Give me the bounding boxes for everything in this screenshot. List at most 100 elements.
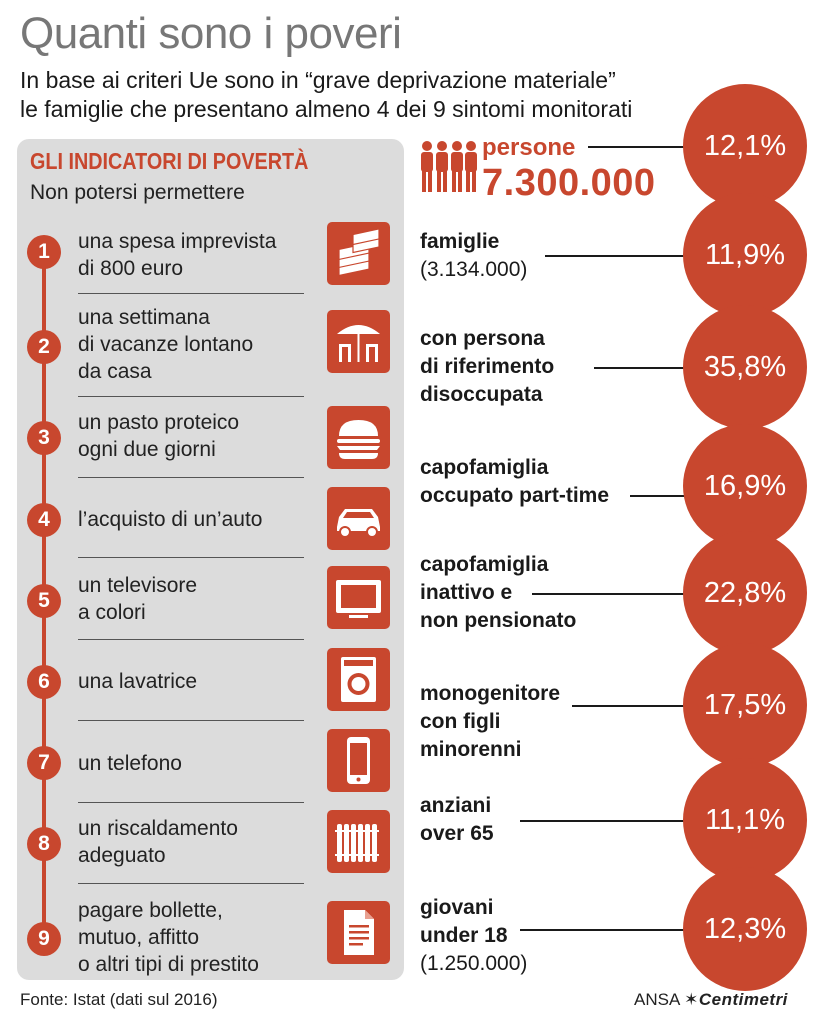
- indicator-separator: [78, 720, 304, 721]
- stat-label: anziani over 65: [420, 792, 494, 848]
- indicator-number: 6: [27, 665, 61, 699]
- stat-label-line: capofamiglia: [420, 553, 549, 576]
- indicator-line: mutuo, affitto: [78, 926, 200, 949]
- indicator-text: un telefono: [78, 750, 182, 777]
- stat-label-line: under 18: [420, 924, 508, 947]
- stat-label-line: capofamiglia: [420, 456, 549, 479]
- indicator-line: di vacanze lontano: [78, 333, 254, 356]
- indicator-number: 3: [27, 421, 61, 455]
- indicator-number: 2: [27, 330, 61, 364]
- leader-line: [630, 495, 685, 497]
- beach-umbrella-icon: [327, 310, 390, 373]
- indicator-line: una lavatrice: [78, 670, 198, 693]
- leader-line: [588, 146, 685, 148]
- indicator-line: pagare bollette,: [78, 899, 223, 922]
- subtitle-line: In base ai criteri Ue sono in “grave dep…: [20, 67, 616, 93]
- indicators-panel-title: GLI INDICATORI DI POVERTÀ: [30, 148, 309, 174]
- stat-label-line: minorenni: [420, 738, 522, 761]
- stat-label: monogenitore con figli minorenni: [420, 680, 560, 764]
- percent-circle: 12,3%: [683, 867, 807, 991]
- stat-label: capofamiglia occupato part-time: [420, 454, 609, 510]
- indicator-text: un televisore a colori: [78, 572, 197, 626]
- indicator-text: un riscaldamento adeguato: [78, 815, 238, 869]
- phone-icon: [327, 729, 390, 792]
- radiator-icon: [327, 810, 390, 873]
- indicator-separator: [78, 557, 304, 558]
- indicator-separator: [78, 396, 304, 397]
- percent-circle: 35,8%: [683, 305, 807, 429]
- indicator-line: un riscaldamento: [78, 817, 238, 840]
- stat-label-line: con figli: [420, 710, 501, 733]
- percent-circle: 16,9%: [683, 424, 807, 548]
- persone-value: 7.300.000: [482, 162, 656, 204]
- stat-label-line: inattivo e: [420, 581, 513, 604]
- page-title: Quanti sono i poveri: [20, 9, 402, 58]
- indicator-separator: [78, 802, 304, 803]
- indicator-text: una spesa imprevista di 800 euro: [78, 228, 276, 282]
- tv-icon: [327, 566, 390, 629]
- stat-label: famiglie (3.134.000): [420, 228, 527, 284]
- indicator-line: ogni due giorni: [78, 438, 216, 461]
- indicator-line: o altri tipi di prestito: [78, 953, 259, 976]
- indicator-line: di 800 euro: [78, 257, 184, 280]
- stat-label-line: famiglie: [420, 230, 500, 253]
- stat-label-line: giovani: [420, 896, 494, 919]
- stat-label-line: anziani: [420, 794, 492, 817]
- indicator-separator: [78, 293, 304, 294]
- indicator-line: da casa: [78, 360, 152, 383]
- stat-note: (3.134.000): [420, 258, 528, 281]
- people-icon: [418, 140, 478, 199]
- subtitle-line: le famiglie che presentano almeno 4 dei …: [20, 96, 633, 122]
- leader-line: [572, 705, 685, 707]
- indicator-number: 5: [27, 584, 61, 618]
- stat-label-line: con persona: [420, 327, 545, 350]
- indicator-line: adeguato: [78, 844, 166, 867]
- credit-brand: ✶Centimetri: [684, 990, 788, 1009]
- indicator-text: l’acquisto di un’auto: [78, 506, 262, 533]
- indicator-line: un telefono: [78, 752, 182, 775]
- stat-label-line: di riferimento: [420, 355, 555, 378]
- percent-circle: 12,1%: [683, 84, 807, 208]
- car-icon: [327, 487, 390, 550]
- stat-note: (1.250.000): [420, 952, 528, 975]
- indicator-line: una spesa imprevista: [78, 230, 277, 253]
- leader-line: [594, 367, 685, 369]
- percent-circle: 17,5%: [683, 643, 807, 767]
- leader-line: [532, 593, 685, 595]
- leader-line: [545, 255, 685, 257]
- indicator-text: una settimana di vacanze lontano da casa: [78, 304, 253, 385]
- indicator-line: un pasto proteico: [78, 411, 240, 434]
- stat-label-line: monogenitore: [420, 682, 560, 705]
- indicator-text: pagare bollette, mutuo, affitto o altri …: [78, 897, 259, 978]
- indicator-line: una settimana: [78, 306, 210, 329]
- credit-prefix: ANSA: [634, 990, 680, 1009]
- stat-label-line: disoccupata: [420, 383, 543, 406]
- stat-label-line: over 65: [420, 822, 494, 845]
- percent-circle: 11,9%: [683, 193, 807, 317]
- source-footer: Fonte: Istat (dati sul 2016): [20, 990, 218, 1009]
- leader-line: [520, 929, 685, 931]
- indicator-separator: [78, 639, 304, 640]
- indicator-number: 7: [27, 746, 61, 780]
- indicator-number: 9: [27, 922, 61, 956]
- stat-label: con persona di riferimento disoccupata: [420, 325, 554, 409]
- indicator-separator: [78, 883, 304, 884]
- persone-label: persone: [482, 134, 576, 161]
- washing-machine-icon: [327, 648, 390, 711]
- stat-label: capofamiglia inattivo e non pensionato: [420, 551, 576, 635]
- burger-icon: [327, 406, 390, 469]
- indicator-line: a colori: [78, 601, 146, 624]
- indicator-line: un televisore: [78, 574, 198, 597]
- credit-logo: ANSA ✶Centimetri: [634, 990, 788, 1010]
- percent-circle: 22,8%: [683, 531, 807, 655]
- leader-line: [520, 820, 685, 822]
- indicator-line: l’acquisto di un’auto: [78, 508, 263, 531]
- page-subtitle: In base ai criteri Ue sono in “grave dep…: [20, 66, 632, 124]
- document-icon: [327, 901, 390, 964]
- stat-label-line: occupato part-time: [420, 484, 610, 507]
- indicator-text: un pasto proteico ogni due giorni: [78, 409, 239, 463]
- money-stack-icon: [327, 222, 390, 285]
- indicator-number: 1: [27, 235, 61, 269]
- indicator-number: 8: [27, 827, 61, 861]
- percent-circle: 11,1%: [683, 758, 807, 882]
